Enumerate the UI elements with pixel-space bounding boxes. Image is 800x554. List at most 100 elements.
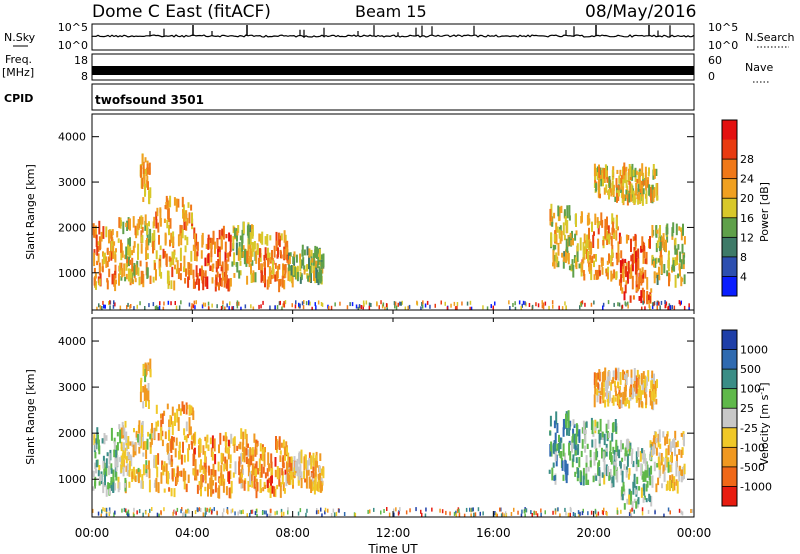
scatter-cell [567,419,570,429]
scatter-cell [207,238,210,250]
scatter-cell [119,429,122,444]
scatter-cell [305,265,308,272]
ground-scatter-cell [133,507,135,512]
scatter-cell [621,486,624,497]
nsky-label: N.Sky [4,31,36,44]
scatter-cell [658,266,660,278]
scatter-cell [620,469,623,476]
scatter-cell [239,260,242,266]
scatter-cell [316,264,319,269]
ground-scatter-cell [346,305,349,310]
scatter-cell [560,205,563,213]
scatter-cell [159,209,162,223]
ground-scatter-cell [469,306,471,310]
scatter-cell [132,245,135,253]
scatter-cell [291,476,294,485]
ground-scatter-cell [530,510,532,515]
colorbar-tick-label: -500 [740,461,765,474]
ground-scatter-cell [376,302,378,307]
nsky-trace [91,25,695,39]
ground-scatter-cell [554,510,557,515]
scatter-cell [151,423,153,434]
scatter-cell [120,455,123,466]
ground-scatter-cell [518,300,521,305]
scatter-cell [143,174,146,187]
scatter-cell [251,242,254,252]
scatter-cell [640,245,643,253]
scatter-cell [138,420,141,434]
ground-scatter-cell [283,303,286,308]
scatter-cell [98,465,101,471]
scatter-cell [114,280,117,292]
ground-scatter-cell [127,509,130,514]
ground-scatter-cell [421,304,424,309]
scatter-cell [147,431,150,437]
scatter-cell [601,472,604,478]
scatter-cell [554,245,557,250]
scatter-cell [653,373,655,384]
ground-scatter-cell [482,305,484,310]
scatter-cell [113,276,116,284]
scatter-cell [571,439,573,453]
scatter-cell [303,269,306,275]
scatter-cell [131,471,134,480]
scatter-cell [653,389,656,402]
ground-scatter-cell [327,508,329,513]
scatter-cell [225,234,228,239]
scatter-cell [123,427,126,440]
scatter-cell [560,230,563,242]
ground-scatter-cell [656,305,658,310]
scatter-cell [625,373,628,385]
scatter-cell [151,233,154,246]
scatter-cell [161,430,164,437]
scatter-cell [558,229,561,239]
scatter-cell [571,458,574,468]
scatter-cell [594,426,597,431]
scatter-cell [682,260,685,270]
ground-scatter-cell [663,513,665,517]
scatter-cell [253,241,256,250]
scatter-cell [258,257,260,270]
scatter-cell [683,434,685,447]
scatter-cell [168,224,170,236]
ground-scatter-cell [276,510,278,515]
scatter-cell [555,234,558,245]
scatter-cell [303,470,306,480]
ground-scatter-cell [109,509,111,514]
scatter-cell [616,226,619,231]
scatter-cell [606,170,608,180]
ground-scatter-cell [678,508,681,513]
scatter-cell [119,262,122,275]
scatter-cell [185,210,188,219]
ground-scatter-cell [133,306,135,310]
ground-scatter-cell [252,306,255,310]
ground-scatter-cell [405,510,408,515]
ground-scatter-cell [176,507,179,512]
scatter-cell [111,229,114,236]
scatter-cell [246,225,249,236]
scatter-cell [128,470,131,477]
scatter-cell [119,217,122,229]
scatter-cell [658,246,661,252]
scatter-cell [656,229,659,234]
scatter-cell [232,236,235,249]
scatter-cell [595,167,598,177]
scatter-cell [259,453,262,461]
scatter-cell [665,484,668,491]
scatter-cell [300,274,303,280]
scatter-cell [620,392,623,397]
time-tick-label: 00:00 [75,526,110,540]
ground-scatter-cell [581,511,584,516]
colorbar-tick-label: 12 [740,231,754,244]
scatter-cell [196,469,199,476]
scatter-cell [133,263,136,277]
ground-scatter-cell [127,302,129,307]
scatter-cell [279,249,282,255]
scatter-cell [149,442,152,448]
scatter-cell [255,250,258,264]
scatter-cell [254,469,257,478]
scatter-cell [635,384,638,394]
scatter-cell [588,238,591,248]
ground-scatter-cell [569,512,571,517]
scatter-cell [593,260,595,268]
